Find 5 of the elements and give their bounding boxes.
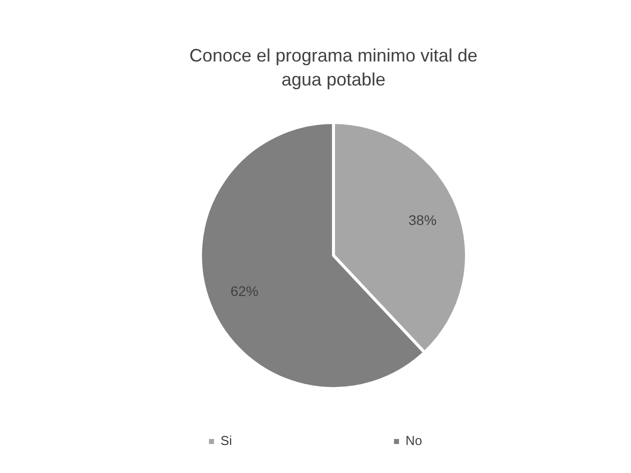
data-label: 38% xyxy=(408,212,437,228)
legend-label: No xyxy=(406,433,424,448)
data-label: 62% xyxy=(230,282,258,299)
chart-title: Conoce el programa minimo vital de agua potable xyxy=(189,46,478,90)
legend-label: Si xyxy=(220,433,234,448)
